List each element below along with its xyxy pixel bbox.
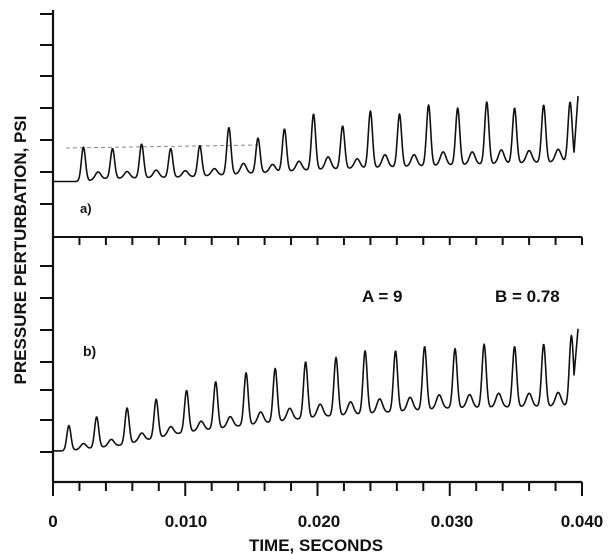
panel-label-b: b) (83, 343, 96, 359)
panel-label-a: a) (80, 201, 92, 216)
x-tick-label: 0.040 (561, 512, 604, 531)
tick-marks (40, 13, 583, 496)
x-tick-label: 0.020 (298, 512, 341, 531)
series-curves (52, 95, 579, 452)
y-axis-label: PRESSURE PERTURBATION, PSI (11, 116, 30, 385)
x-tick-label: 0.010 (165, 512, 208, 531)
axes (51, 10, 582, 484)
annotation-a: A = 9 (362, 287, 402, 306)
x-axis-label: TIME, SECONDS (249, 536, 383, 554)
series-a-curve (52, 95, 579, 183)
annotation-b: B = 0.78 (495, 287, 560, 306)
series-b-curve (52, 328, 579, 452)
x-tick-label: 0.030 (431, 512, 474, 531)
reference-line (65, 144, 259, 149)
x-tick-label: 0 (48, 512, 57, 531)
